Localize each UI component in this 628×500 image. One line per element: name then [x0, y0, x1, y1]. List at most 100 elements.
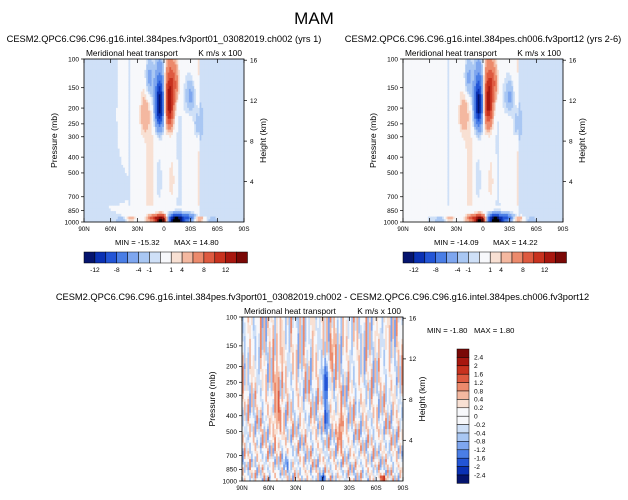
field-cell [158, 118, 161, 122]
field-cell [119, 135, 122, 139]
field-cell [192, 183, 195, 188]
field-cell [135, 118, 138, 122]
field-cell [164, 91, 167, 95]
field-cell [238, 59, 241, 63]
field-cell [140, 83, 144, 87]
field-cell [233, 186, 236, 190]
field-cell [162, 167, 165, 171]
field-cell [165, 124, 168, 128]
field-cell [117, 83, 120, 87]
field-cell [212, 67, 215, 71]
field-cell [187, 129, 190, 133]
field-cell [208, 154, 211, 158]
field-cell [235, 126, 238, 131]
field-cell [213, 137, 216, 141]
field-cell [162, 113, 165, 117]
field-cell [162, 78, 165, 82]
field-cell [217, 181, 220, 185]
field-cell [196, 102, 199, 106]
field-cell [233, 80, 236, 84]
field-cell [123, 178, 126, 182]
field-cell [236, 126, 240, 131]
field-cell [222, 183, 225, 188]
field-cell [196, 105, 199, 109]
field-cell [124, 148, 128, 152]
field-cell [121, 167, 124, 171]
field-cell [167, 175, 170, 179]
field-cell [108, 164, 112, 169]
field-cell [197, 91, 200, 95]
field-cell [226, 124, 229, 128]
field-cell [135, 148, 138, 152]
field-cell [137, 154, 140, 158]
field-cell [101, 181, 104, 185]
field-cell [174, 86, 177, 90]
field-cell [85, 126, 88, 131]
field-cell [149, 154, 152, 158]
field-cell [144, 110, 147, 114]
field-cell [91, 186, 94, 190]
field-cell [160, 159, 163, 163]
field-cell [229, 181, 232, 185]
field-cell [98, 91, 101, 95]
field-cell [160, 67, 163, 71]
field-cell [107, 159, 110, 163]
field-cell [180, 121, 183, 125]
field-cell [185, 64, 188, 68]
field-cell [107, 156, 110, 160]
field-cell [220, 110, 224, 114]
field-cell [162, 132, 165, 136]
field-cell [119, 167, 122, 171]
field-cell [158, 75, 161, 79]
field-cell [208, 178, 211, 182]
field-cell [116, 86, 119, 90]
field-cell [201, 148, 204, 152]
field-cell [165, 129, 168, 133]
field-cell [199, 94, 202, 98]
field-cell [128, 88, 131, 92]
field-cell [87, 99, 90, 103]
field-cell [213, 124, 216, 128]
field-cell [235, 137, 238, 141]
field-cell [135, 88, 138, 92]
field-cell [128, 135, 131, 139]
field-cell [197, 167, 200, 171]
field-cell [114, 129, 117, 133]
field-cell [144, 105, 147, 109]
field-cell [180, 102, 183, 106]
field-cell [217, 59, 220, 63]
field-cell [121, 156, 124, 160]
field-cell [217, 83, 220, 87]
field-cell [144, 99, 147, 103]
field-cell [197, 97, 200, 101]
field-cell [165, 162, 168, 166]
field-cell [206, 83, 209, 87]
field-cell [91, 137, 94, 141]
field-cell [206, 145, 209, 150]
field-cell [121, 132, 124, 136]
field-cell [142, 97, 145, 101]
field-cell [164, 80, 167, 84]
field-cell [203, 129, 206, 133]
field-cell [185, 118, 188, 122]
field-cell [107, 181, 110, 185]
field-cell [215, 170, 218, 174]
field-cell [176, 83, 179, 87]
field-cell [187, 59, 190, 63]
field-cell [126, 102, 129, 106]
field-cell [87, 121, 90, 125]
field-cell [155, 80, 158, 84]
field-cell [213, 145, 216, 150]
field-cell [240, 159, 243, 163]
field-cell [210, 91, 213, 95]
field-cell [212, 148, 215, 152]
field-cell [146, 88, 149, 92]
field-cell [130, 75, 133, 79]
field-cell [199, 75, 202, 79]
field-cell [188, 132, 192, 136]
field-cell [174, 67, 177, 71]
field-cell [162, 110, 165, 114]
field-cell [235, 129, 238, 133]
field-cell [226, 170, 229, 174]
field-cell [236, 137, 240, 141]
